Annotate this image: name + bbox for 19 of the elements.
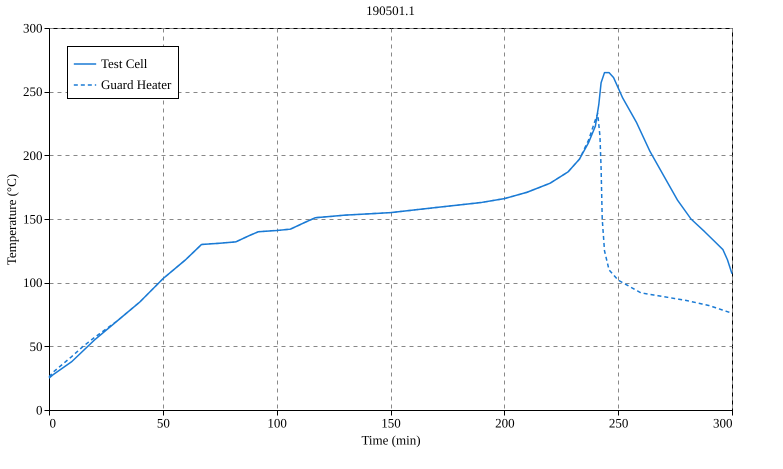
y-tick-label: 300: [23, 20, 42, 36]
x-tick-label: 100: [267, 416, 287, 430]
y-tick-label: 100: [23, 275, 42, 290]
x-tick-label: 200: [495, 416, 515, 430]
x-axis-title: Time (min): [361, 432, 421, 448]
x-tick-label: 250: [608, 416, 628, 430]
chart-title: 190501.1: [366, 3, 415, 18]
y-tick-label: 250: [23, 84, 42, 100]
y-axis-title: Temperature (°C): [4, 174, 19, 266]
y-tick-label: 200: [23, 148, 42, 163]
y-tick-label: 150: [23, 212, 42, 226]
x-tick-label: 150: [381, 416, 401, 430]
y-tick-label: 50: [30, 338, 42, 354]
x-tick-label: 0: [50, 416, 56, 430]
y-tick-label: 0: [36, 402, 42, 418]
x-tick-label: 50: [156, 416, 170, 430]
legend-label: Guard Heater: [101, 77, 172, 92]
legend-label: Test Cell: [101, 56, 148, 71]
x-tick-label: 300: [713, 416, 732, 430]
